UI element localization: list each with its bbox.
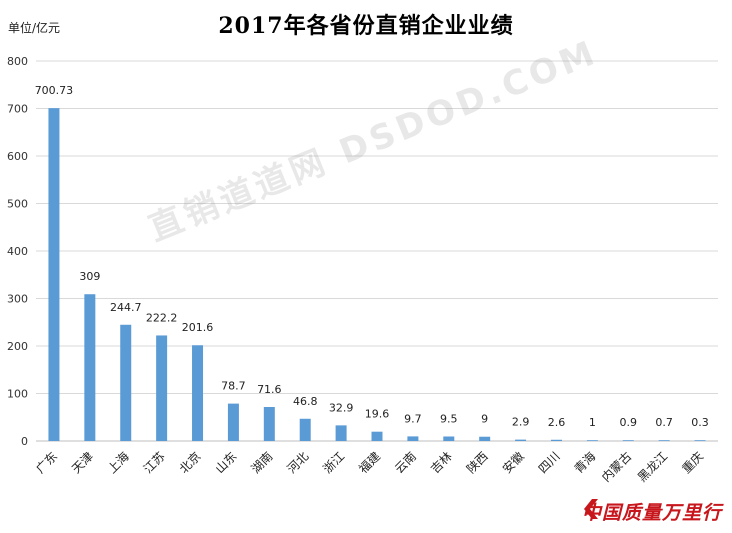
x-tick-label: 北京 [177,449,204,476]
x-tick-label: 四川 [536,449,563,476]
data-label: 9.7 [404,412,422,425]
y-tick-label: 400 [7,245,28,258]
y-tick-label: 800 [7,55,28,68]
data-label: 309 [79,270,100,283]
bar [335,425,347,441]
logo-icon [583,499,598,519]
data-label: 19.6 [365,408,390,421]
x-tick-label: 上海 [104,449,132,477]
data-label: 32.9 [329,401,354,414]
y-tick-label: 200 [7,340,28,353]
x-tick-label: 吉林 [428,449,455,476]
data-label: 244.7 [110,301,142,314]
y-tick-label: 700 [7,103,28,116]
bar [227,403,239,441]
x-tick-label: 山东 [213,449,240,476]
x-tick-label: 广东 [33,449,60,476]
x-tick-label: 湖南 [248,449,276,477]
bar [407,436,419,441]
bar [658,440,670,441]
data-label: 1 [589,416,596,429]
x-tick-label: 云南 [391,449,419,477]
data-label: 78.7 [221,380,246,393]
y-tick-label: 0 [21,435,28,448]
bar [263,406,275,441]
bar [371,431,383,441]
bar [48,108,60,441]
x-tick-label: 安徽 [499,449,527,477]
bar [299,418,311,441]
data-label: 71.6 [257,383,282,396]
unit-label: 单位/亿元 [8,21,61,35]
bar [479,436,491,441]
data-label: 700.73 [35,84,74,97]
x-tick-label: 天津 [69,449,96,476]
x-tick-label: 江苏 [141,449,168,476]
bar [84,294,96,441]
x-tick-label: 浙江 [320,449,347,476]
x-tick-label: 福建 [356,449,384,477]
bar [550,439,562,441]
y-tick-label: 600 [7,150,28,163]
bar [443,436,455,441]
data-label: 9 [481,413,488,426]
data-label: 0.3 [691,416,709,429]
bar [515,439,527,441]
x-tick-label: 陕西 [463,449,491,477]
bar [694,440,706,441]
bar [622,440,634,441]
data-label: 201.6 [182,321,214,334]
data-label: 46.8 [293,395,318,408]
data-label: 0.9 [620,416,638,429]
bar [120,324,132,441]
logo-text: 中国质量万里行 [581,502,722,524]
bar [192,345,204,441]
y-tick-label: 500 [7,198,28,211]
brand-logo: 中国质量万里行 [582,498,722,525]
y-tick-label: 100 [7,388,28,401]
bar [586,440,598,441]
data-label: 0.7 [655,416,673,429]
chart-title: 2017年各省份直销企业业绩 [218,13,514,39]
data-label: 2.9 [512,416,530,429]
x-tick-label: 河北 [284,449,311,476]
data-label: 222.2 [146,311,178,324]
x-tick-label: 重庆 [679,449,706,476]
x-tick-label: 内蒙古 [598,449,634,485]
x-tick-label: 青海 [571,449,599,477]
y-tick-label: 300 [7,293,28,306]
x-tick-label: 黑龙江 [635,449,670,484]
bar [156,335,168,441]
data-label: 9.5 [440,412,458,425]
data-label: 2.6 [548,416,566,429]
